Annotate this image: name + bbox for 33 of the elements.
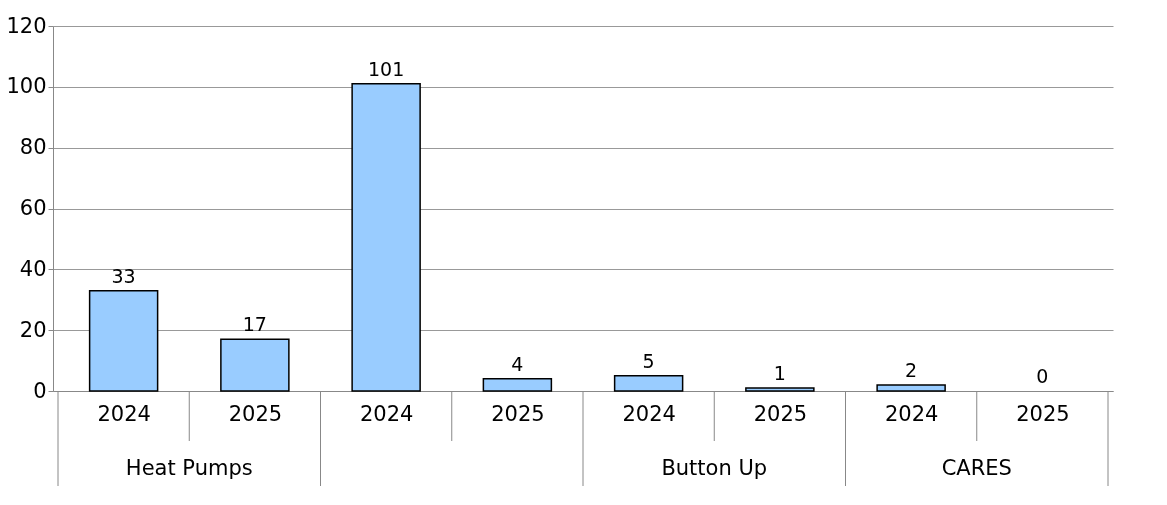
bar	[745, 387, 815, 392]
x-tick-label: 2025	[491, 401, 545, 426]
bar	[88, 289, 159, 392]
text: CARES	[941, 456, 1012, 480]
data-label: 17	[242, 313, 267, 336]
data-label: 33	[111, 264, 136, 287]
y-tick-label: 100	[6, 74, 47, 99]
bar	[482, 378, 553, 392]
x-tick-label: 2024	[884, 401, 939, 426]
y-tick-label: 120	[6, 13, 47, 38]
text: Button Up	[661, 456, 768, 480]
y-tick-label: 80	[19, 135, 47, 160]
x-tick-label: 2024	[359, 401, 414, 426]
x-tick-label: 2025	[753, 401, 808, 426]
y-tick-label: 20	[19, 317, 47, 342]
y-tick-label: 60	[19, 196, 47, 220]
bar	[220, 338, 290, 392]
data-label: 101	[367, 57, 405, 80]
y-tick-label: 40	[19, 256, 47, 281]
data-label: 0	[1036, 365, 1049, 387]
bar	[351, 83, 421, 392]
data-label: 1	[773, 361, 786, 384]
y-tick-label: 0	[33, 378, 47, 403]
bar	[613, 375, 684, 392]
data-label: 2	[905, 358, 918, 381]
data-label: 5	[642, 349, 655, 372]
x-tick-label: 2025	[1016, 401, 1070, 426]
x-tick-label: 2024	[622, 401, 676, 426]
data-label: 4	[511, 352, 524, 375]
x-tick-label: 2025	[228, 401, 283, 426]
text: Heat Pumps	[125, 456, 253, 480]
bar	[876, 384, 946, 392]
x-tick-label: 2024	[97, 401, 151, 426]
